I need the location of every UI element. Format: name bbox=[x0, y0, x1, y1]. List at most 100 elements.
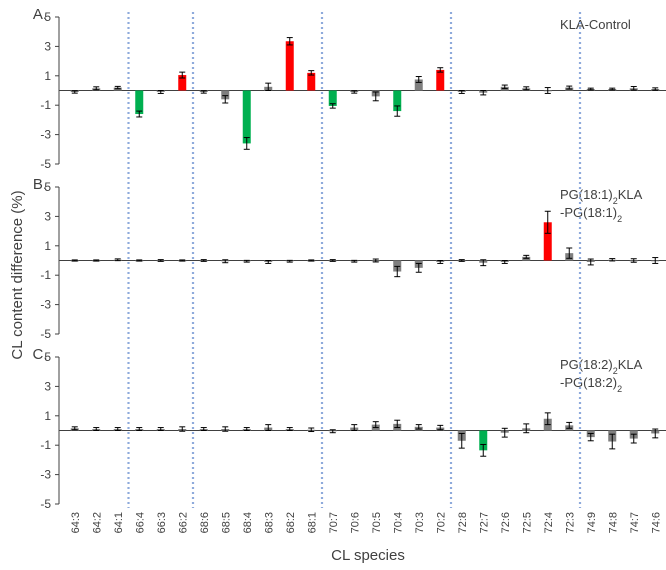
y-tick-label: -1 bbox=[40, 98, 51, 112]
error-bar bbox=[566, 85, 573, 90]
x-tick-label: 64:2 bbox=[91, 512, 103, 533]
error-bar bbox=[93, 427, 100, 431]
x-tick-label: 70:7 bbox=[328, 512, 340, 533]
bar-68:5 bbox=[221, 90, 230, 100]
x-tick-label: 70:3 bbox=[414, 512, 426, 533]
y-tick-label: -5 bbox=[40, 497, 51, 511]
error-bar bbox=[114, 85, 121, 90]
chart-panels: 5 3 1 -1 -3 -5 A. KLA-Control 5 3 1 -1 -3 -5 B. PG(18:1… bbox=[33, 6, 666, 533]
y-tick-label: 1 bbox=[44, 69, 51, 83]
legend-label: PG(18:1)2KLA bbox=[560, 187, 643, 206]
panel-label: C. bbox=[33, 346, 48, 363]
error-bar bbox=[136, 110, 143, 118]
y-tick-label: -3 bbox=[40, 128, 51, 142]
error-bar bbox=[437, 67, 444, 73]
x-tick-label: 64:3 bbox=[70, 512, 82, 533]
bar-68:2 bbox=[285, 41, 294, 91]
error-bar bbox=[222, 259, 229, 264]
error-bar bbox=[351, 424, 358, 431]
legend-label: -PG(18:2)2 bbox=[560, 375, 622, 394]
error-bar bbox=[587, 258, 594, 266]
error-bar bbox=[308, 70, 315, 76]
y-tick-label: 3 bbox=[44, 39, 51, 53]
x-tick-label: 64:1 bbox=[113, 512, 125, 533]
y-tick-label: 3 bbox=[44, 209, 51, 223]
x-tick-label: 74:6 bbox=[650, 512, 662, 533]
error-bar bbox=[437, 424, 444, 431]
legend-label: -PG(18:1)2 bbox=[560, 205, 622, 224]
error-bar bbox=[609, 258, 616, 262]
error-bar bbox=[222, 95, 229, 104]
error-bar bbox=[179, 259, 186, 262]
error-bar bbox=[480, 443, 487, 457]
error-bar bbox=[630, 86, 637, 91]
error-bar bbox=[114, 427, 121, 431]
legend-label: PG(18:2)2KLA bbox=[560, 357, 643, 376]
error-bar bbox=[501, 427, 508, 438]
error-bar bbox=[372, 258, 379, 263]
error-bar bbox=[93, 259, 100, 262]
error-bar bbox=[372, 421, 379, 429]
bar-70:7 bbox=[328, 90, 337, 106]
error-bar bbox=[587, 432, 594, 442]
error-bar bbox=[394, 105, 401, 117]
y-tick-label: 1 bbox=[44, 239, 51, 253]
y-tick-label: -1 bbox=[40, 268, 51, 282]
error-bar bbox=[372, 91, 379, 102]
error-bar bbox=[71, 259, 78, 262]
bar-70:2 bbox=[436, 69, 445, 91]
x-tick-label: 68:4 bbox=[242, 512, 254, 533]
error-bar bbox=[71, 426, 78, 431]
bar-66:4 bbox=[135, 90, 144, 115]
bar-68:4 bbox=[242, 90, 251, 144]
x-tick-label: 72:3 bbox=[564, 512, 576, 533]
x-tick-label: 66:2 bbox=[177, 512, 189, 533]
error-bar bbox=[265, 82, 272, 91]
error-bar bbox=[200, 427, 207, 431]
x-tick-label: 68:3 bbox=[263, 512, 275, 533]
legend-label: KLA-Control bbox=[560, 17, 631, 32]
panel-c: 5 3 1 -1 -3 -5 C. PG(18:2)2KLA-PG(18:2)2 64:3 64:… bbox=[33, 346, 666, 533]
y-tick-label: -1 bbox=[40, 438, 51, 452]
x-tick-label: 72:4 bbox=[543, 512, 555, 533]
error-bar bbox=[329, 103, 336, 109]
x-tick-label: 74:8 bbox=[607, 512, 619, 533]
error-bar bbox=[458, 90, 465, 94]
error-bar bbox=[523, 254, 530, 259]
error-bar bbox=[652, 428, 659, 439]
bar-70:3 bbox=[414, 79, 423, 91]
error-bar bbox=[329, 429, 336, 434]
y-tick-label: 5 bbox=[44, 10, 51, 24]
y-tick-label: 1 bbox=[44, 409, 51, 423]
error-bar bbox=[480, 90, 487, 96]
bar-72:7 bbox=[479, 430, 488, 451]
error-bar bbox=[286, 37, 293, 46]
error-bar bbox=[351, 259, 358, 263]
error-bar bbox=[136, 259, 143, 262]
error-bar bbox=[222, 426, 229, 432]
error-bar bbox=[351, 90, 358, 94]
x-tick-label: 70:2 bbox=[435, 512, 447, 533]
x-tick-label: 68:1 bbox=[306, 512, 318, 533]
x-tick-label: 68:5 bbox=[220, 512, 232, 533]
error-bar bbox=[329, 259, 336, 262]
error-bar bbox=[308, 259, 315, 262]
error-bar bbox=[394, 419, 401, 429]
x-tick-label: 72:5 bbox=[521, 512, 533, 533]
y-tick-label: 3 bbox=[44, 379, 51, 393]
error-bar bbox=[566, 247, 573, 259]
error-bar bbox=[566, 421, 573, 429]
x-tick-label: 66:3 bbox=[156, 512, 168, 533]
error-bar bbox=[652, 87, 659, 91]
error-bar bbox=[544, 412, 551, 426]
x-axis-title: CL species bbox=[331, 547, 405, 564]
bar-68:1 bbox=[307, 72, 316, 91]
error-bar bbox=[136, 427, 143, 431]
error-bar bbox=[179, 71, 186, 79]
panel-a: 5 3 1 -1 -3 -5 A. KLA-Control bbox=[33, 6, 666, 171]
x-tick-label: 70:5 bbox=[371, 512, 383, 533]
error-bar bbox=[200, 90, 207, 94]
error-bar bbox=[501, 84, 508, 90]
x-tick-label: 66:4 bbox=[134, 512, 146, 533]
